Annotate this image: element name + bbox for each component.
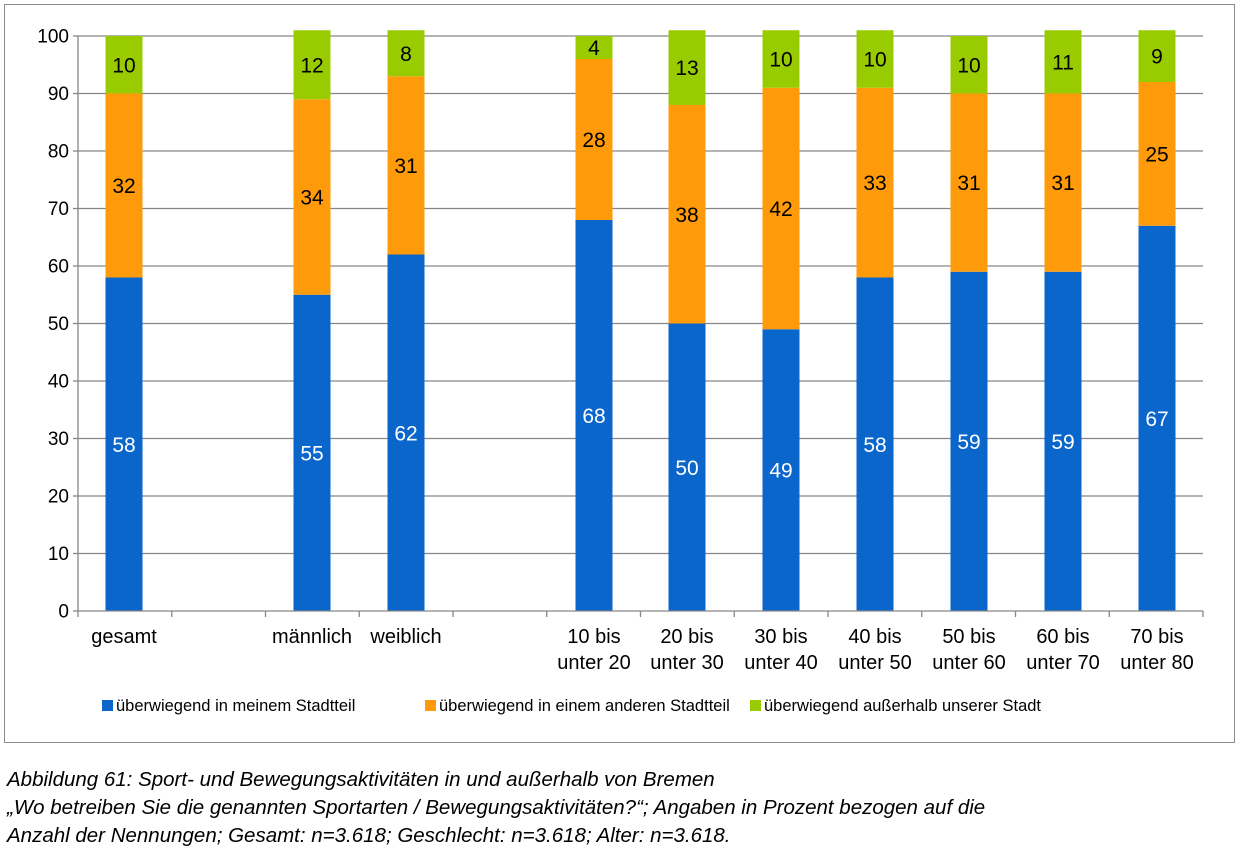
data-label: 59 [1051, 431, 1074, 454]
data-label: 42 [769, 198, 792, 221]
bar-segment-3 [105, 36, 143, 94]
y-tick-label: 10 [48, 544, 69, 565]
data-label: 9 [1151, 46, 1163, 69]
x-category-label: unter 50 [838, 652, 911, 674]
data-label: 13 [675, 57, 698, 80]
bar-segment-2 [950, 93, 988, 272]
legend-swatch-2 [425, 700, 436, 711]
data-label: 10 [957, 54, 980, 77]
legend-label-2: überwiegend in einem anderen Stadtteil [439, 697, 730, 715]
x-category-label: 60 bis [1036, 626, 1089, 648]
y-tick-label: 40 [48, 372, 69, 393]
bar-segment-3 [1138, 30, 1176, 82]
data-label: 11 [1052, 51, 1074, 74]
y-tick-label: 70 [48, 199, 69, 220]
x-category-label: weiblich [369, 626, 441, 648]
x-category-label: 20 bis [660, 626, 713, 648]
data-label: 31 [957, 172, 980, 195]
data-label: 10 [769, 49, 792, 72]
data-label: 68 [582, 405, 605, 428]
data-label: 55 [300, 442, 323, 465]
x-category-label: 30 bis [754, 626, 807, 648]
bar-segment-2 [387, 76, 425, 255]
bar-segment-1 [762, 329, 800, 611]
bar-segment-1 [950, 271, 988, 611]
y-tick-label: 90 [48, 84, 69, 105]
bar-segment-1 [1138, 225, 1176, 611]
bar-segment-1 [105, 277, 143, 611]
legend-label-1: überwiegend in meinem Stadtteil [116, 697, 355, 715]
bar-segment-3 [856, 30, 894, 88]
bar-segment-1 [575, 220, 613, 611]
x-category-label: unter 60 [932, 652, 1005, 674]
data-label: 33 [863, 172, 886, 195]
bar-segment-2 [856, 87, 894, 278]
y-tick-label: 80 [48, 142, 69, 163]
data-label: 62 [394, 422, 417, 445]
bar-segment-2 [575, 59, 613, 220]
data-label: 50 [675, 457, 698, 480]
data-label: 10 [863, 49, 886, 72]
x-category-label: unter 40 [744, 652, 817, 674]
legend-swatch-1 [102, 700, 113, 711]
legend-swatch-3 [750, 700, 761, 711]
y-tick-label: 20 [48, 487, 69, 508]
x-category-label: unter 70 [1026, 652, 1099, 674]
data-label: 49 [769, 460, 792, 483]
data-label: 38 [675, 204, 698, 227]
data-label: 58 [863, 434, 886, 457]
data-label: 25 [1145, 143, 1168, 166]
x-category-label: 10 bis [567, 626, 620, 648]
x-category-label: 70 bis [1130, 626, 1183, 648]
data-label: 67 [1145, 408, 1168, 431]
bar-segment-2 [105, 93, 143, 278]
data-label: 59 [957, 431, 980, 454]
legend-label-3: überwiegend außerhalb unserer Stadt [764, 697, 1041, 715]
y-tick-label: 0 [58, 602, 69, 623]
bar-segment-2 [1044, 93, 1082, 272]
x-category-label: unter 80 [1120, 652, 1193, 674]
y-tick-label: 30 [48, 429, 69, 450]
bar-segment-1 [387, 254, 425, 611]
bar-segment-2 [293, 99, 331, 295]
bar-segment-1 [668, 323, 706, 611]
figure-caption-sample-size: Anzahl der Nennungen; Gesamt: n=3.618; G… [7, 824, 731, 847]
data-label: 58 [112, 434, 135, 457]
bar-segment-3 [293, 30, 331, 100]
bar-segment-2 [1138, 82, 1176, 226]
bar-segment-1 [1044, 271, 1082, 611]
bar-segment-3 [1044, 30, 1082, 94]
bar-segment-3 [387, 30, 425, 77]
data-label: 31 [394, 155, 417, 178]
x-category-label: 40 bis [848, 626, 901, 648]
bar-segment-3 [950, 36, 988, 94]
data-label: 10 [112, 54, 135, 77]
x-category-label: unter 30 [650, 652, 723, 674]
bar-segment-3 [762, 30, 800, 88]
data-label: 4 [588, 37, 600, 60]
x-category-label: unter 20 [557, 652, 630, 674]
bar-segment-1 [293, 294, 331, 611]
data-label: 31 [1051, 172, 1074, 195]
data-label: 28 [582, 129, 605, 152]
bar-segment-3 [668, 30, 706, 105]
bar-segment-3 [575, 36, 613, 59]
bar-segment-2 [668, 105, 706, 324]
data-label: 8 [400, 43, 412, 66]
data-label: 32 [112, 175, 135, 198]
figure-caption-title: Abbildung 61: Sport- und Bewegungsaktivi… [7, 768, 715, 791]
x-category-label: männlich [272, 626, 352, 648]
data-label: 34 [300, 187, 324, 210]
x-category-label: 50 bis [942, 626, 995, 648]
y-tick-label: 100 [37, 27, 69, 48]
figure-caption-question: „Wo betreiben Sie die genannten Sportart… [7, 796, 986, 819]
bar-segment-2 [762, 87, 800, 330]
stacked-bar-chart: 0 10 20 30 40 50 60 70 80 90 100 58 32 10 gesamt 55 34 12… [37, 27, 1204, 715]
chart-frame: 0 10 20 30 40 50 60 70 80 90 100 58 32 10 gesamt 55 34 12… [4, 4, 1235, 743]
y-tick-label: 60 [48, 257, 69, 278]
y-tick-label: 50 [48, 314, 69, 335]
data-label: 12 [300, 54, 323, 77]
bar-segment-1 [856, 277, 894, 611]
x-category-label: gesamt [91, 626, 157, 648]
